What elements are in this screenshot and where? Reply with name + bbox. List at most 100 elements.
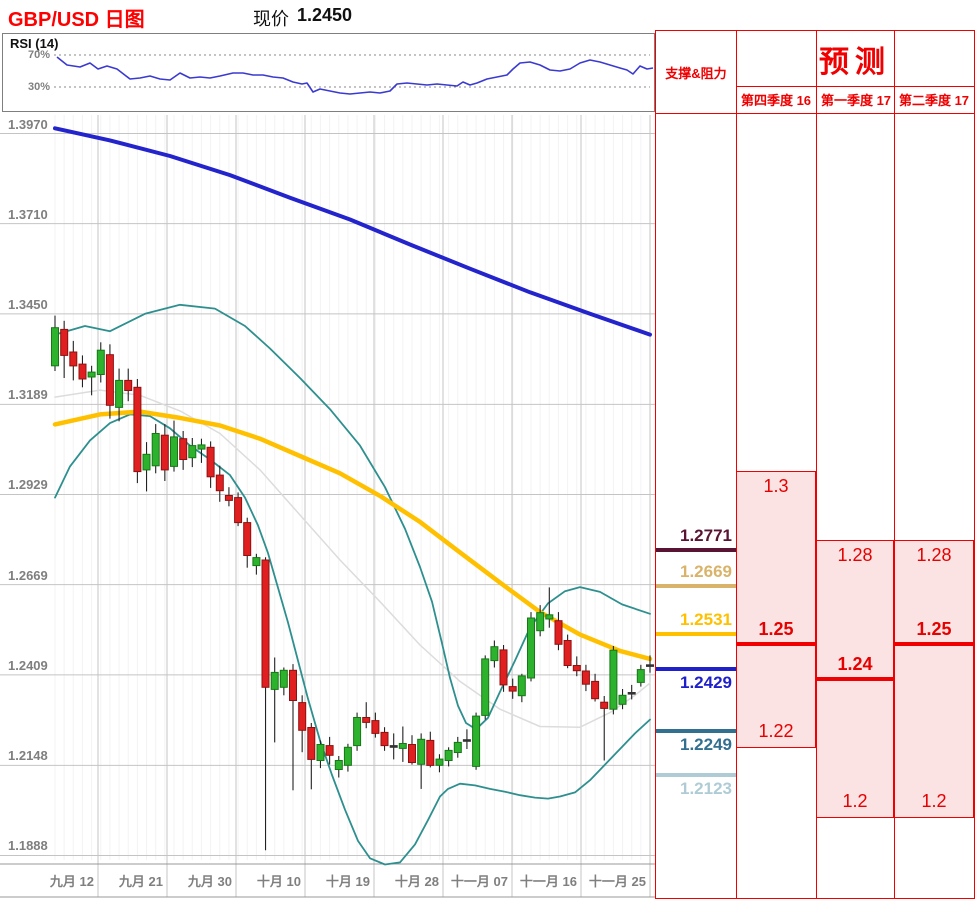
forecast-range-box bbox=[736, 470, 816, 749]
candle-bullish bbox=[96, 349, 105, 376]
sr-level-line bbox=[656, 631, 736, 636]
forecast-mid-label: 1.25 bbox=[916, 619, 952, 640]
forecast-quarter-header-q4-16: 第四季度 16 bbox=[740, 93, 812, 108]
candle-bullish bbox=[197, 444, 206, 450]
forecast-title: 预测 bbox=[819, 45, 891, 79]
x-axis-date-label: 十一月 25 bbox=[588, 874, 646, 889]
sr-level-label: 1.2249 bbox=[680, 735, 732, 755]
candle-bearish bbox=[572, 665, 581, 672]
panel-divider bbox=[656, 113, 974, 114]
candle-bearish bbox=[371, 720, 380, 734]
candle-bearish bbox=[554, 620, 563, 645]
x-axis-date-label: 十月 19 bbox=[325, 874, 370, 889]
candle-bullish bbox=[170, 436, 178, 467]
candle-bearish bbox=[426, 739, 435, 766]
candle-bearish bbox=[591, 680, 600, 700]
candle-bearish bbox=[234, 497, 243, 524]
candle-bullish bbox=[252, 557, 261, 567]
candle-bullish bbox=[151, 433, 160, 467]
candle-bullish bbox=[334, 760, 343, 770]
candle-bullish bbox=[417, 738, 426, 765]
candle-bearish bbox=[215, 474, 224, 492]
candle-bullish bbox=[87, 371, 96, 378]
candle-bullish bbox=[609, 649, 618, 710]
bollinger-mid-line bbox=[54, 389, 651, 728]
x-axis-date-label: 十一月 07 bbox=[450, 874, 508, 889]
candle-bearish bbox=[298, 702, 307, 731]
panel-divider bbox=[736, 86, 974, 87]
candle-bullish bbox=[279, 669, 288, 688]
forecast-quarter-header-q1-17: 第一季度 17 bbox=[820, 93, 892, 108]
rsi-indicator-label: RSI (14) bbox=[10, 36, 59, 51]
y-axis-tick-label: 1.3970 bbox=[8, 116, 48, 132]
candle-bullish bbox=[353, 717, 362, 747]
forecast-mid-line bbox=[894, 642, 974, 647]
x-axis-date-label: 九月 21 bbox=[118, 874, 163, 889]
candle-bearish bbox=[307, 727, 316, 760]
sr-level-line bbox=[656, 729, 736, 734]
y-axis-tick-label: 1.2409 bbox=[8, 657, 48, 673]
x-axis-date-label: 九月 12 bbox=[49, 874, 94, 889]
candle-bearish bbox=[69, 351, 78, 367]
rsi-line bbox=[56, 56, 654, 95]
forecast-range-box bbox=[894, 540, 974, 818]
panel-divider bbox=[894, 31, 895, 898]
candle-bearish bbox=[408, 744, 416, 763]
candle-bearish bbox=[160, 434, 169, 471]
sr-level-line bbox=[656, 583, 736, 588]
rsi-70-tick-label: 70% bbox=[27, 49, 50, 61]
x-axis-date-label: 九月 30 bbox=[187, 874, 232, 889]
candle-bullish bbox=[527, 617, 535, 679]
candle-bearish bbox=[362, 717, 371, 723]
candle-bearish bbox=[563, 640, 572, 666]
candle-bullish bbox=[398, 743, 407, 749]
sr-level-line bbox=[656, 666, 736, 671]
candle-bullish bbox=[51, 327, 59, 367]
candle-bearish bbox=[179, 438, 188, 461]
y-axis-tick-label: 1.2929 bbox=[8, 477, 48, 493]
panel-divider bbox=[816, 31, 817, 898]
current-price-label: 现价 bbox=[253, 9, 289, 29]
sr-level-label: 1.2669 bbox=[680, 561, 732, 581]
candle-bullish bbox=[481, 658, 490, 716]
forecast-low-label: 1.22 bbox=[758, 721, 794, 742]
y-axis-tick-label: 1.3710 bbox=[8, 206, 48, 222]
x-axis-date-label: 十一月 16 bbox=[519, 874, 577, 889]
candle-bearish bbox=[60, 328, 69, 356]
current-price-value: 1.2450 bbox=[297, 5, 353, 25]
panel-divider bbox=[736, 31, 737, 898]
candle-bullish bbox=[389, 745, 398, 748]
candle-bearish bbox=[499, 649, 508, 686]
candles-layer bbox=[51, 315, 654, 851]
candle-bullish bbox=[545, 614, 554, 620]
candle-bullish bbox=[646, 664, 654, 667]
candle-bearish bbox=[206, 446, 215, 478]
candle-bullish bbox=[343, 746, 352, 766]
x-axis-date-label: 十月 28 bbox=[394, 874, 439, 889]
forecast-high-label: 1.3 bbox=[763, 475, 789, 496]
candle-bullish bbox=[490, 646, 499, 662]
candle-bullish bbox=[462, 739, 471, 742]
y-axis-tick-label: 1.1888 bbox=[8, 838, 48, 854]
candle-bearish bbox=[124, 379, 133, 391]
candle-bearish bbox=[508, 686, 517, 692]
rsi-30-tick-label: 30% bbox=[27, 81, 50, 93]
rsi-panel bbox=[2, 33, 655, 112]
page-title: GBP/USD 日图 bbox=[8, 9, 145, 31]
forecast-mid-line bbox=[736, 642, 816, 647]
candle-bullish bbox=[435, 758, 444, 766]
sr-level-label: 1.2771 bbox=[680, 526, 732, 546]
forecast-high-label: 1.28 bbox=[916, 545, 952, 566]
candle-bullish bbox=[115, 379, 124, 408]
candle-bullish bbox=[472, 715, 481, 767]
sr-panel-header: 支撑&阻力 bbox=[665, 65, 727, 81]
forecast-quarter-header-q2-17: 第二季度 17 bbox=[898, 93, 970, 108]
forecast-mid-label: 1.24 bbox=[837, 653, 873, 674]
candle-bearish bbox=[581, 670, 590, 685]
candle-bullish bbox=[627, 692, 636, 695]
x-axis-date-label: 十月 10 bbox=[256, 874, 301, 889]
sr-level-line bbox=[656, 548, 736, 553]
forecast-low-label: 1.2 bbox=[921, 790, 947, 811]
